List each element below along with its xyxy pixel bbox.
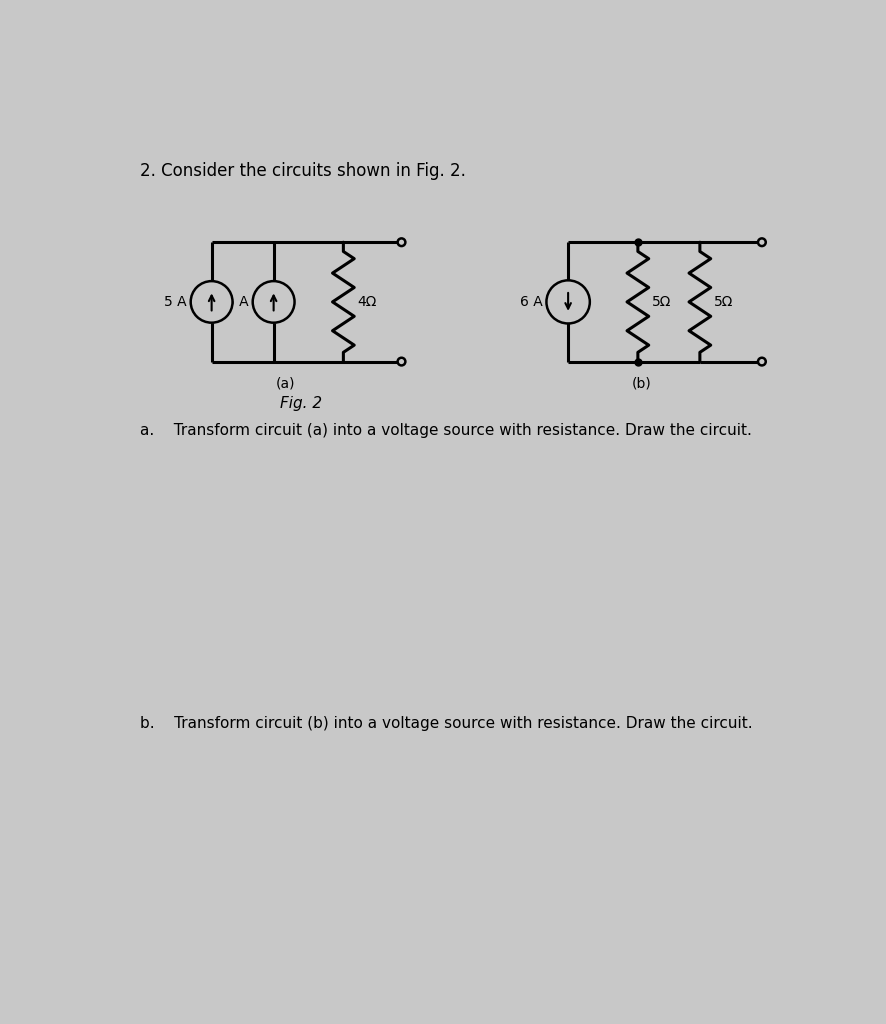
Text: 4Ω: 4Ω <box>357 295 377 309</box>
Circle shape <box>758 357 765 366</box>
Circle shape <box>397 239 405 246</box>
Text: 2. Consider the circuits shown in Fig. 2.: 2. Consider the circuits shown in Fig. 2… <box>140 162 466 179</box>
Text: b.    Transform circuit (b) into a voltage source with resistance. Draw the circ: b. Transform circuit (b) into a voltage … <box>140 716 752 731</box>
Text: 5Ω: 5Ω <box>651 295 671 309</box>
Text: 6 A: 6 A <box>519 295 542 309</box>
Text: Fig. 2: Fig. 2 <box>279 396 322 412</box>
Circle shape <box>758 239 765 246</box>
Circle shape <box>397 357 405 366</box>
Text: (a): (a) <box>276 376 295 390</box>
Text: (b): (b) <box>631 376 651 390</box>
Text: 5 A: 5 A <box>226 295 249 309</box>
Circle shape <box>546 281 589 324</box>
Text: a.    Transform circuit (a) into a voltage source with resistance. Draw the circ: a. Transform circuit (a) into a voltage … <box>140 423 751 438</box>
Circle shape <box>190 282 232 323</box>
Text: 5Ω: 5Ω <box>713 295 733 309</box>
Circle shape <box>253 282 294 323</box>
Text: 5 A: 5 A <box>164 295 187 309</box>
